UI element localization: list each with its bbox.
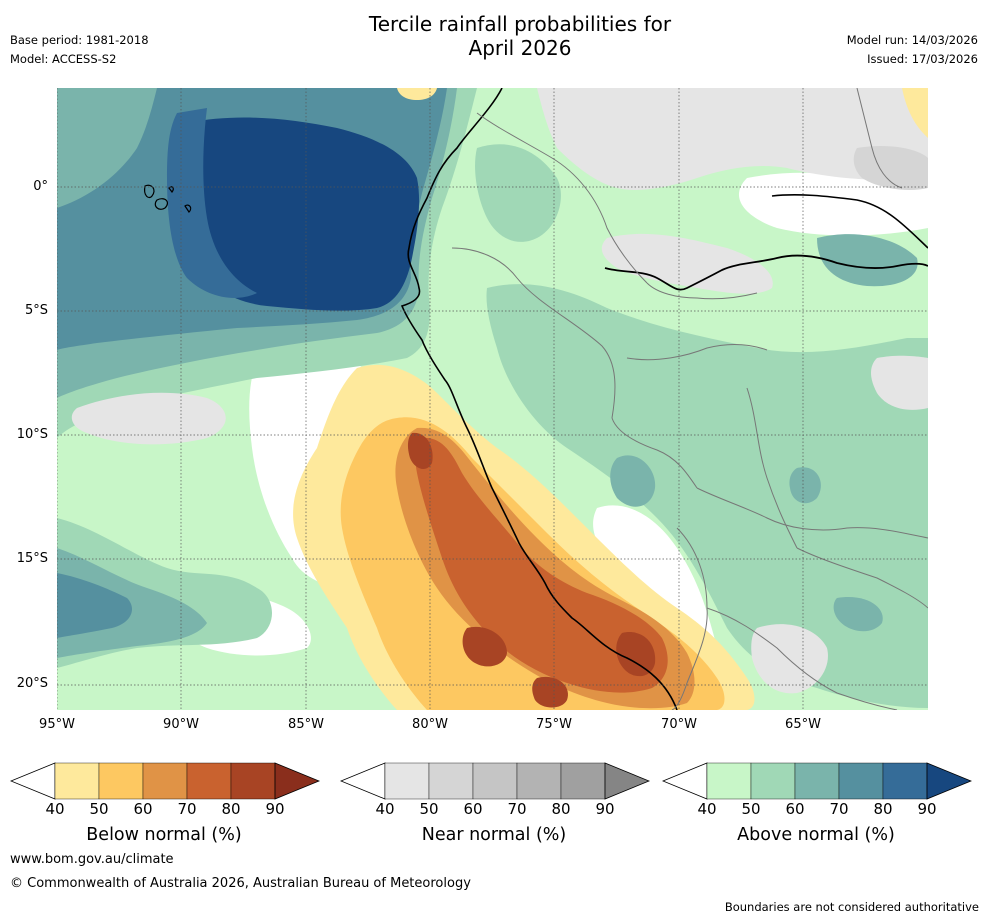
colorbar-below-segment (54, 762, 100, 800)
x-axis-label-75w: 75°W (536, 717, 572, 732)
below-90-blob-4 (532, 676, 568, 708)
colorbar-above (662, 762, 972, 800)
above-90-region-core (181, 117, 420, 311)
coastline (400, 88, 678, 710)
footer-note: Boundaries are not considered authoritat… (724, 900, 979, 914)
y-axis-label-0: 0° (33, 179, 48, 194)
near-60-patch (853, 146, 928, 190)
below-90-blob-2 (462, 626, 507, 667)
above-70-blob-4 (833, 597, 883, 632)
galapagos-islands (144, 184, 192, 213)
colorbar-above-segment (706, 762, 752, 800)
colorbar-near-tick: 90 (595, 800, 615, 818)
above-60-region-continent (486, 284, 928, 708)
base-period: Base period: 1981-2018 (10, 33, 149, 47)
title-line-2: April 2026 (468, 36, 572, 60)
colorbar-below-tick: 80 (221, 800, 241, 818)
above-70-blob-1 (610, 455, 656, 507)
colorbar-below (10, 762, 320, 800)
above-80-region-south-ocean (57, 573, 132, 638)
colorbar-below-low-arrow (10, 762, 56, 800)
colorbar-below-tick: 60 (133, 800, 153, 818)
colorbar-near-tick: 50 (419, 800, 439, 818)
footer-copyright: © Commonwealth of Australia 2026, Austra… (10, 876, 471, 891)
y-axis-label-20s: 20°S (16, 676, 48, 691)
colorbar-above-tick: 80 (873, 800, 893, 818)
colorbar-below-segment (230, 762, 276, 800)
below-90-blob-3 (616, 632, 656, 677)
colorbar-below-segment (186, 762, 232, 800)
colorbar-below-segment (142, 762, 188, 800)
x-axis-label-80w: 80°W (412, 717, 448, 732)
model-name: Model: ACCESS-S2 (10, 52, 117, 66)
colorbar-near-high-arrow (604, 762, 650, 800)
colorbar-near-segment (428, 762, 474, 800)
x-axis-label-95w: 95°W (39, 717, 75, 732)
y-axis-label-10s: 10°S (16, 427, 48, 442)
below-80-region (415, 437, 668, 693)
colorbar-below-tick: 70 (177, 800, 197, 818)
colorbar-near-tick: 60 (463, 800, 483, 818)
colorbar-below-segment (98, 762, 144, 800)
white-region-peru-border (593, 505, 717, 648)
above-70-blob-2 (789, 467, 821, 504)
colorbar-near-segment (384, 762, 430, 800)
colorbar-above-high-arrow (926, 762, 972, 800)
above-60-region-colombia (475, 144, 561, 242)
white-region-north-brazil (738, 172, 928, 236)
above-85-region-halo (167, 108, 257, 298)
colorbar-above-segment (838, 762, 884, 800)
colorbar-above-tick: 70 (829, 800, 849, 818)
title-line-1: Tercile rainfall probabilities for (368, 12, 672, 36)
colorbar-above-low-arrow (662, 762, 708, 800)
near-50-region-west-ocean (71, 392, 226, 445)
gridlines (57, 88, 928, 710)
model-run: Model run: 14/03/2026 (846, 33, 978, 47)
colorbar-near-tick: 80 (551, 800, 571, 818)
x-axis-label-85w: 85°W (288, 717, 324, 732)
colorbar-near-segment (472, 762, 518, 800)
colorbar-above-tick: 50 (741, 800, 761, 818)
river-north (771, 193, 928, 249)
chart-title: Tercile rainfall probabilities for April… (0, 12, 988, 60)
issued-date: Issued: 17/03/2026 (867, 52, 978, 66)
map-panel (57, 88, 928, 710)
below-90-blob-1 (407, 432, 433, 470)
y-axis-label-15s: 15°S (16, 551, 48, 566)
x-axis-label-70w: 70°W (661, 717, 697, 732)
near-50-region-brazil (601, 233, 773, 294)
map-canvas (57, 88, 928, 710)
colorbar-above-segment (882, 762, 928, 800)
above-70-blob-3 (817, 234, 918, 287)
y-axis-label-5s: 5°S (24, 303, 48, 318)
colorbar-near-title: Near normal (%) (421, 825, 567, 845)
colorbar-above-tick: 40 (697, 800, 717, 818)
footer-url: www.bom.gov.au/climate (10, 852, 174, 867)
near-50-region-east (871, 355, 928, 410)
x-axis-label-65w: 65°W (785, 717, 821, 732)
colorbar-near-tick: 40 (375, 800, 395, 818)
colorbar-near (340, 762, 650, 800)
colorbar-below-tick: 90 (265, 800, 285, 818)
colorbar-above-segment (794, 762, 840, 800)
colorbar-near-segment (516, 762, 562, 800)
colorbar-below-tick: 50 (89, 800, 109, 818)
x-axis-label-90w: 90°W (163, 717, 199, 732)
colorbar-below-tick: 40 (45, 800, 65, 818)
colorbar-above-tick: 60 (785, 800, 805, 818)
colorbar-below-title: Below normal (%) (86, 825, 242, 845)
colorbar-near-low-arrow (340, 762, 386, 800)
near-50-region-colombia (537, 88, 928, 190)
country-borders (451, 88, 928, 710)
colorbar-below-high-arrow (274, 762, 320, 800)
colorbar-above-tick: 90 (917, 800, 937, 818)
colorbar-near-segment (560, 762, 606, 800)
amazon-river (604, 254, 928, 291)
colorbar-above-title: Above normal (%) (737, 825, 895, 845)
colorbar-near-tick: 70 (507, 800, 527, 818)
colorbar-above-segment (750, 762, 796, 800)
